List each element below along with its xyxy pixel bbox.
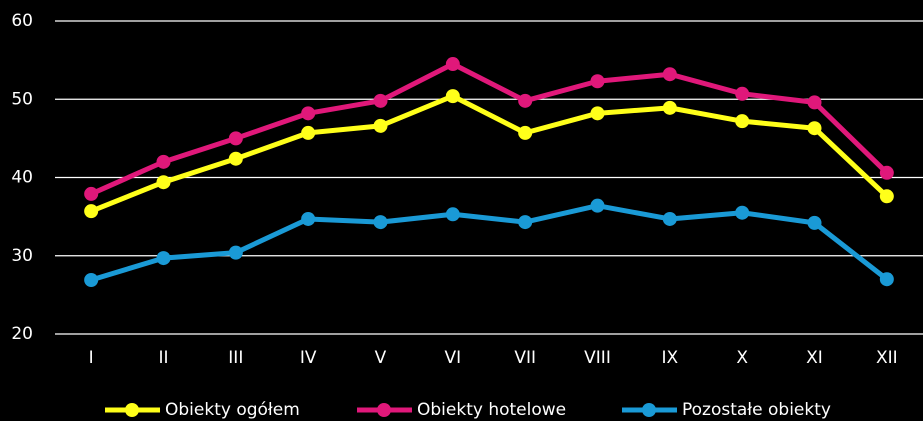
point [590, 74, 605, 89]
point [445, 207, 460, 222]
point [518, 125, 533, 140]
point [662, 100, 677, 115]
point [590, 106, 605, 121]
point [662, 211, 677, 226]
x-tick-label: XI [806, 348, 823, 368]
point [228, 245, 243, 260]
point [735, 205, 750, 220]
point [301, 106, 316, 121]
legend-marker [377, 403, 391, 417]
y-tick-label: 30 [11, 246, 33, 266]
point [156, 175, 171, 190]
point [662, 67, 677, 82]
x-tick-label: I [89, 348, 94, 368]
y-tick-label: 20 [11, 324, 33, 344]
x-tick-label: V [375, 348, 387, 368]
point [879, 165, 894, 180]
x-tick-label: X [736, 348, 748, 368]
series-line [90, 203, 889, 283]
legend-label: Pozostałe obiekty [682, 400, 831, 420]
point [228, 131, 243, 146]
point [445, 57, 460, 72]
legend-marker [125, 403, 139, 417]
legend-marker [642, 403, 656, 417]
point [879, 189, 894, 204]
point [807, 95, 822, 110]
legend-label: Obiekty hotelowe [417, 400, 566, 420]
point [84, 204, 99, 219]
x-tick-label: VII [514, 348, 536, 368]
point [445, 89, 460, 104]
series-line [90, 61, 889, 197]
point [301, 125, 316, 140]
x-tick-label: VIII [584, 348, 611, 368]
point [518, 93, 533, 108]
point [301, 211, 316, 226]
point [590, 198, 605, 213]
point [807, 121, 822, 136]
x-tick-label: VI [445, 348, 462, 368]
point [373, 118, 388, 133]
point [84, 186, 99, 201]
y-tick-label: 50 [11, 89, 33, 109]
x-tick-label: IV [300, 348, 317, 368]
y-tick-label: 40 [11, 168, 33, 188]
point [156, 154, 171, 169]
point [228, 151, 243, 166]
point [373, 215, 388, 230]
x-tick-label: III [228, 348, 243, 368]
point [518, 215, 533, 230]
x-tick-label: XII [876, 348, 898, 368]
legend-label: Obiekty ogółem [165, 400, 300, 420]
point [807, 215, 822, 230]
series-line [90, 93, 889, 214]
point [879, 272, 894, 287]
point [84, 273, 99, 288]
y-tick-label: 60 [11, 11, 33, 31]
point [373, 93, 388, 108]
point [735, 114, 750, 129]
point [735, 86, 750, 101]
x-tick-label: II [158, 348, 168, 368]
x-tick-label: IX [661, 348, 678, 368]
point [156, 251, 171, 266]
